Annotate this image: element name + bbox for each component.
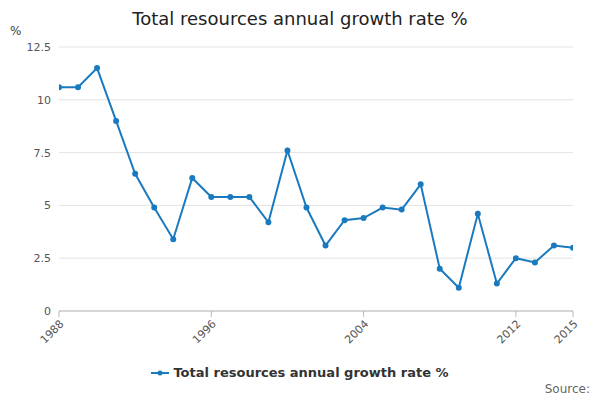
- svg-text:12.5: 12.5: [27, 41, 52, 54]
- svg-text:0: 0: [44, 305, 51, 318]
- html-text:Total resources annual growth: Total resources annual growth rate %: [132, 8, 468, 29]
- svg-text:2015: 2015: [552, 317, 581, 346]
- html-text:Total resources annual growth: Total resources annual growth rate %: [173, 365, 449, 380]
- svg-text:1988: 1988: [38, 317, 67, 346]
- svg-text:1996: 1996: [190, 317, 219, 346]
- svg-text:7.5: 7.5: [34, 147, 52, 160]
- svg-text:2012: 2012: [495, 317, 524, 346]
- svg-text:10: 10: [37, 94, 51, 107]
- svg-text:5: 5: [44, 199, 51, 212]
- svg-text:2.5: 2.5: [34, 252, 52, 265]
- html-text:Source:: Source:: [544, 382, 590, 396]
- svg-text:2004: 2004: [342, 317, 371, 346]
